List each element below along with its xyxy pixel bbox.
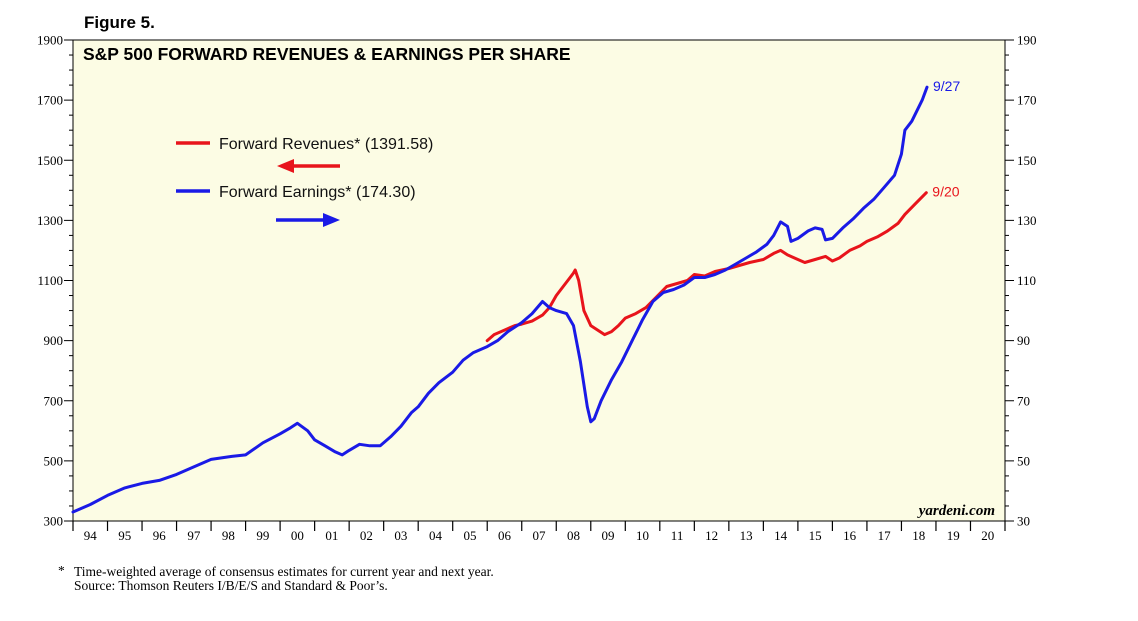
left-tick-label: 1900 <box>37 33 63 48</box>
x-tick-label: 15 <box>809 528 822 543</box>
legend-label-earnings: Forward Earnings* (174.30) <box>219 184 416 201</box>
x-tick-label: 17 <box>878 528 892 543</box>
footnote-marker: * <box>58 563 65 578</box>
x-tick-label: 96 <box>153 528 167 543</box>
plot-area <box>72 39 1006 522</box>
source-text: Source: Thomson Reuters I/B/E/S and Stan… <box>74 578 388 593</box>
x-tick-label: 03 <box>394 528 407 543</box>
left-axis: 300 500 700 900 1100 1300 1500 1700 1900 <box>37 33 73 529</box>
series-layer: 9/20 9/27 <box>71 78 960 514</box>
x-tick-label: 11 <box>671 528 684 543</box>
left-tick-label: 900 <box>44 333 64 348</box>
x-tick-label: 95 <box>118 528 131 543</box>
right-tick-label: 150 <box>1017 153 1037 168</box>
series-line-earnings <box>71 85 929 514</box>
left-tick-label: 1300 <box>37 213 63 228</box>
x-tick-label: 04 <box>429 528 443 543</box>
x-tick-label: 16 <box>843 528 857 543</box>
brand-watermark: yardeni.com <box>917 503 995 519</box>
left-tick-label: 1100 <box>37 273 63 288</box>
right-tick-label: 70 <box>1017 393 1030 408</box>
right-arrow-icon <box>276 213 340 227</box>
x-tick-label: 19 <box>947 528 960 543</box>
x-tick-label: 09 <box>602 528 615 543</box>
series-line-revenues <box>485 191 928 343</box>
x-tick-label: 06 <box>498 528 512 543</box>
x-tick-label: 14 <box>774 528 788 543</box>
x-tick-label: 12 <box>705 528 718 543</box>
legend-item-revenues: Forward Revenues* (1391.58) <box>176 136 433 173</box>
right-axis: 30 50 70 90 110 130 150 170 190 <box>1005 33 1037 529</box>
legend-label-revenues: Forward Revenues* (1391.58) <box>219 136 433 153</box>
chart-title: S&P 500 FORWARD REVENUES & EARNINGS PER … <box>83 44 571 64</box>
left-tick-label: 1500 <box>37 153 63 168</box>
right-tick-label: 130 <box>1017 213 1037 228</box>
right-tick-label: 170 <box>1017 93 1037 108</box>
right-tick-label: 110 <box>1017 273 1036 288</box>
end-label-revenues: 9/20 <box>932 184 959 200</box>
left-tick-label: 700 <box>44 393 64 408</box>
x-tick-label: 05 <box>463 528 476 543</box>
left-tick-label: 500 <box>44 453 64 468</box>
x-tick-label: 07 <box>533 528 547 543</box>
right-tick-label: 50 <box>1017 453 1030 468</box>
x-tick-label: 99 <box>256 528 269 543</box>
right-tick-label: 30 <box>1017 514 1030 529</box>
x-tick-label: 02 <box>360 528 373 543</box>
x-tick-label: 00 <box>291 528 304 543</box>
x-tick-label: 10 <box>636 528 649 543</box>
end-label-earnings: 9/27 <box>933 78 960 94</box>
left-tick-label: 1700 <box>37 93 63 108</box>
x-tick-label: 20 <box>981 528 994 543</box>
x-axis: 94 95 96 97 98 99 00 01 02 03 04 05 06 07 08 09 10 11 12 13… <box>72 521 1006 543</box>
x-tick-label: 94 <box>84 528 98 543</box>
left-tick-label: 300 <box>44 514 64 529</box>
x-tick-label: 01 <box>325 528 338 543</box>
x-tick-label: 18 <box>912 528 925 543</box>
right-tick-label: 90 <box>1017 333 1030 348</box>
x-tick-label: 08 <box>567 528 580 543</box>
x-tick-label: 98 <box>222 528 235 543</box>
left-arrow-icon <box>277 159 340 173</box>
x-tick-label: 97 <box>187 528 201 543</box>
legend-item-earnings: Forward Earnings* (174.30) <box>176 184 416 227</box>
legend: Forward Revenues* (1391.58) Forward Earn… <box>176 136 433 227</box>
right-tick-label: 190 <box>1017 33 1037 48</box>
x-tick-label: 13 <box>740 528 753 543</box>
footnote-text: Time-weighted average of consensus estim… <box>74 564 494 579</box>
figure-label: Figure 5. <box>84 13 155 32</box>
